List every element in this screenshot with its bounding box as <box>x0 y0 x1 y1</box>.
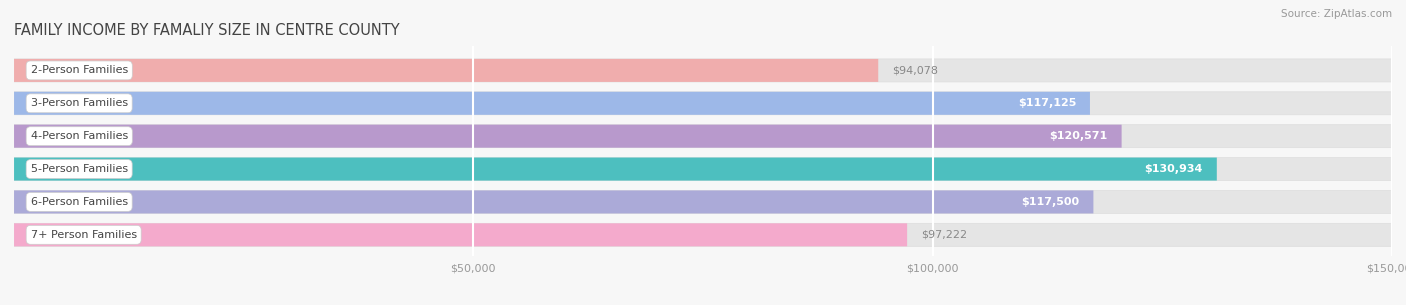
Text: 4-Person Families: 4-Person Families <box>31 131 128 141</box>
FancyBboxPatch shape <box>14 158 1216 181</box>
Text: $117,125: $117,125 <box>1018 98 1076 108</box>
Text: $97,222: $97,222 <box>921 230 967 240</box>
FancyBboxPatch shape <box>14 190 1094 213</box>
FancyBboxPatch shape <box>14 59 879 82</box>
Text: $130,934: $130,934 <box>1144 164 1204 174</box>
Text: 6-Person Families: 6-Person Families <box>31 197 128 207</box>
Text: FAMILY INCOME BY FAMALIY SIZE IN CENTRE COUNTY: FAMILY INCOME BY FAMALIY SIZE IN CENTRE … <box>14 23 399 38</box>
FancyBboxPatch shape <box>14 125 1392 148</box>
FancyBboxPatch shape <box>14 92 1090 115</box>
FancyBboxPatch shape <box>14 223 907 246</box>
FancyBboxPatch shape <box>14 158 1392 181</box>
Text: $94,078: $94,078 <box>891 65 938 75</box>
Text: 3-Person Families: 3-Person Families <box>31 98 128 108</box>
FancyBboxPatch shape <box>14 223 1392 246</box>
FancyBboxPatch shape <box>14 125 1122 148</box>
FancyBboxPatch shape <box>14 59 1392 82</box>
FancyBboxPatch shape <box>14 190 1392 213</box>
Text: Source: ZipAtlas.com: Source: ZipAtlas.com <box>1281 9 1392 19</box>
Text: $120,571: $120,571 <box>1050 131 1108 141</box>
Text: $117,500: $117,500 <box>1022 197 1080 207</box>
Text: 5-Person Families: 5-Person Families <box>31 164 128 174</box>
Text: 7+ Person Families: 7+ Person Families <box>31 230 136 240</box>
Text: 2-Person Families: 2-Person Families <box>31 65 128 75</box>
FancyBboxPatch shape <box>14 92 1392 115</box>
